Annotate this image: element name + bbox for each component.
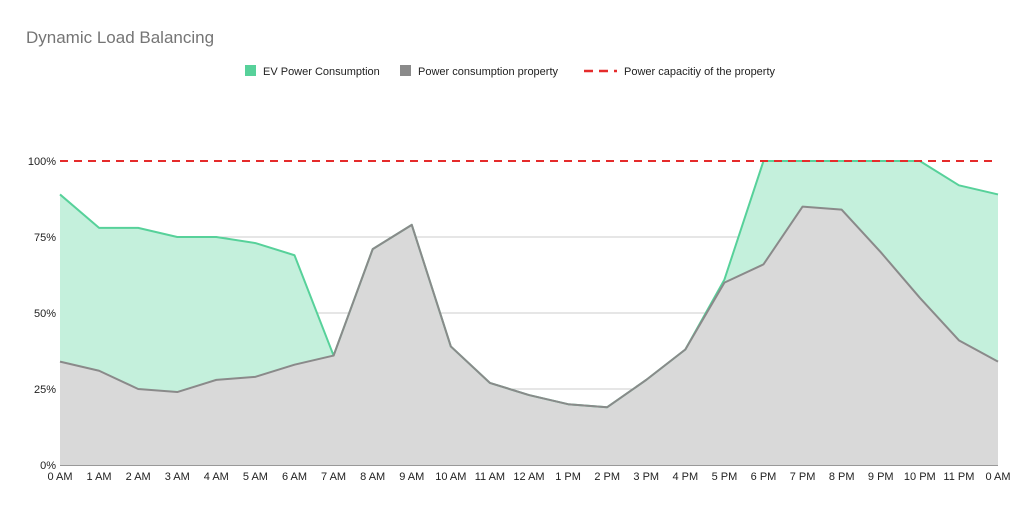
x-tick-label: 9 AM [399,471,424,483]
legend-label-property: Power consumption property [418,66,559,78]
x-tick-label: 9 PM [868,471,894,483]
chart-title: Dynamic Load Balancing [26,28,214,47]
legend-swatch-property [400,65,411,76]
x-axis-ticks: 0 AM 1 AM 2 AM 3 AM 4 AM 5 AM 6 AM 7 AM 8 AM 9 AM… [47,471,1010,483]
y-tick-label: 75% [34,232,56,244]
legend: EV Power Consumption Power consumption p… [245,65,776,78]
x-tick-label: 11 PM [943,471,974,483]
x-tick-label: 0 AM [985,471,1010,483]
x-tick-label: 6 PM [751,471,777,483]
legend-item-capacity[interactable]: Power capacitiy of the property [584,66,776,78]
x-tick-label: 11 AM [475,471,505,483]
y-tick-label: 0% [40,460,56,472]
x-tick-label: 5 PM [712,471,738,483]
x-tick-label: 2 AM [126,471,151,483]
x-tick-label: 5 AM [243,471,268,483]
legend-item-ev[interactable]: EV Power Consumption [245,65,380,78]
x-tick-label: 6 AM [282,471,307,483]
x-tick-label: 1 AM [87,471,112,483]
legend-label-ev: EV Power Consumption [263,66,380,78]
x-tick-label: 7 PM [790,471,816,483]
y-axis-ticks: 0% 25% 50% 75% 100% [28,156,56,472]
x-tick-label: 7 AM [321,471,346,483]
plot-lines [59,160,999,409]
x-tick-label: 12 AM [513,471,544,483]
legend-swatch-ev [245,65,256,76]
x-tick-label: 2 PM [594,471,620,483]
x-tick-label: 10 PM [904,471,936,483]
y-tick-label: 25% [34,384,56,396]
x-tick-label: 3 PM [633,471,659,483]
x-tick-label: 1 PM [555,471,581,483]
x-tick-label: 0 AM [47,471,72,483]
x-tick-label: 8 PM [829,471,855,483]
x-tick-label: 10 AM [435,471,466,483]
y-tick-label: 50% [34,308,56,320]
x-tick-label: 4 AM [204,471,229,483]
legend-item-property[interactable]: Power consumption property [400,65,559,78]
x-tick-label: 8 AM [360,471,385,483]
y-tick-label: 100% [28,156,56,168]
property-area [60,206,998,465]
legend-label-capacity: Power capacitiy of the property [624,66,776,78]
plot-areas [60,161,998,465]
x-tick-label: 3 AM [165,471,190,483]
x-tick-label: 4 PM [672,471,698,483]
property-line [59,205,999,409]
